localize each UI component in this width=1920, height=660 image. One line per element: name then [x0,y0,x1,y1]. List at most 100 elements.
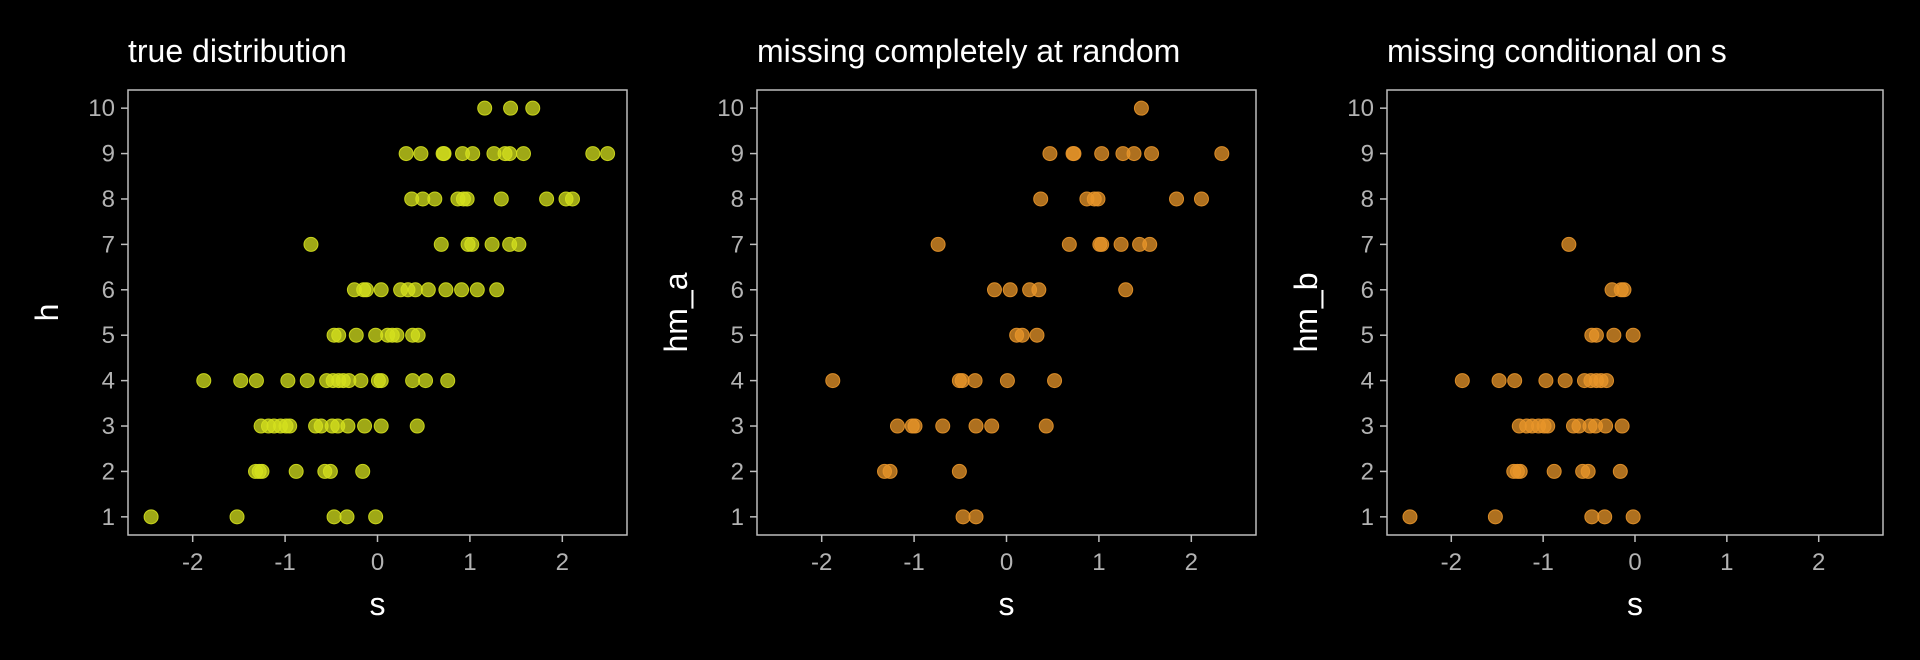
data-point [459,191,475,207]
y-tick-label: 8 [731,186,744,213]
y-tick-label: 7 [1361,231,1374,258]
x-tick-label: 2 [1812,549,1825,576]
data-point [358,282,374,298]
data-point [951,463,967,479]
data-point [489,282,505,298]
data-point [1625,327,1641,343]
data-point [405,373,421,389]
data-point [464,236,480,252]
x-tick-label: -1 [1532,549,1553,576]
data-point [986,282,1002,298]
data-point [299,373,315,389]
data-point [326,509,342,525]
y-tick-label: 6 [102,277,115,304]
y-tick-label: 9 [102,141,115,168]
data-point [373,418,389,434]
y-tick-label: 3 [102,413,115,440]
data-point [353,373,369,389]
data-point [539,191,555,207]
y-tick-label: 1 [731,504,744,531]
y-tick-label: 6 [1361,277,1374,304]
y-tick-label: 3 [1361,413,1374,440]
data-point [1094,236,1110,252]
data-point [196,373,212,389]
data-point [889,418,905,434]
y-tick-label: 5 [102,322,115,349]
data-point [484,236,500,252]
data-point [1546,463,1562,479]
data-point [502,146,518,162]
data-point [968,509,984,525]
data-point [368,509,384,525]
data-point [373,282,389,298]
data-point [1042,146,1058,162]
y-tick-label: 4 [731,368,744,395]
y-tick-label: 10 [1347,95,1374,122]
data-point [1169,191,1185,207]
data-point [984,418,1000,434]
data-point [1598,418,1614,434]
x-tick-label: 2 [556,549,569,576]
data-point [1029,327,1045,343]
data-point [1584,509,1600,525]
data-point [1616,282,1632,298]
data-point [1561,236,1577,252]
data-point [954,373,970,389]
data-point [967,373,983,389]
data-point [1597,509,1613,525]
data-point [373,373,389,389]
data-point [331,327,347,343]
data-point [525,100,541,116]
data-point [1538,373,1554,389]
data-point [398,146,414,162]
x-axis-label: s [370,586,386,622]
data-point [1118,282,1134,298]
data-point [1512,463,1528,479]
y-tick-label: 2 [1361,458,1374,485]
data-point [516,146,532,162]
data-point [1066,146,1082,162]
x-tick-label: 1 [1092,549,1105,576]
data-point [1491,373,1507,389]
data-point [143,509,159,525]
y-tick-label: 9 [731,141,744,168]
data-point [585,146,601,162]
y-tick-label: 5 [731,322,744,349]
data-point [288,463,304,479]
data-point [1031,282,1047,298]
y-tick-label: 4 [102,368,115,395]
y-tick-label: 8 [1361,186,1374,213]
data-point [1580,463,1596,479]
data-point [436,146,452,162]
data-point [357,418,373,434]
data-point [1142,236,1158,252]
data-point [1002,282,1018,298]
x-tick-label: 2 [1185,549,1198,576]
panel-missing-conditional-on-s: missing conditional on s s hm_b -2 -1 0 1 2 1… [1288,33,1884,622]
data-point [825,373,841,389]
data-point [409,418,425,434]
x-tick-label: -2 [182,549,203,576]
x-tick-label: -1 [274,549,295,576]
data-point [282,418,298,434]
data-point [1126,146,1142,162]
data-point [280,373,296,389]
data-point [1133,100,1149,116]
data-point [935,418,951,434]
data-point [413,146,429,162]
data-point [355,463,371,479]
data-point [1612,463,1628,479]
data-point [882,463,898,479]
panel-title: true distribution [128,33,347,69]
x-tick-label: 0 [1628,549,1641,576]
data-point [1214,146,1230,162]
x-axis-label: s [1627,586,1643,622]
y-axis-label: hm_b [1288,272,1324,352]
data-point [389,327,405,343]
data-point [564,191,580,207]
data-point [407,282,423,298]
y-tick-label: 2 [102,458,115,485]
data-point [968,418,984,434]
y-tick-label: 10 [88,95,115,122]
x-tick-label: -1 [903,549,924,576]
